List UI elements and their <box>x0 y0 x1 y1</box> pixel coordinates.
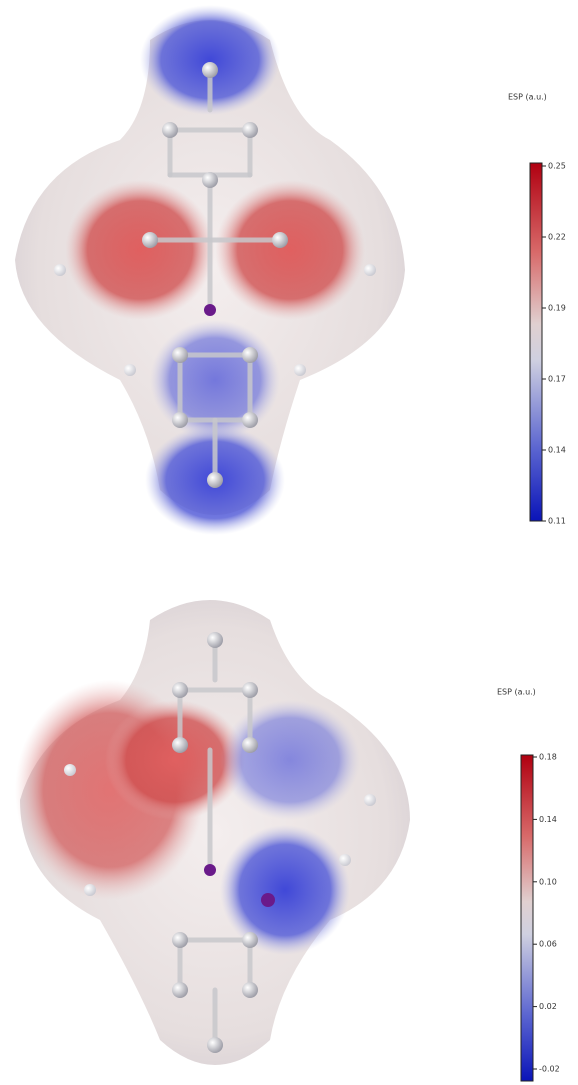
figure: ESP (a.u.) 0.25 0.22 0.19 0.17 0.14 0.11 ESP … <box>0 0 578 1085</box>
colorbar-scale <box>530 163 542 521</box>
colorbar-tick-label: 0.06 <box>539 940 557 949</box>
colorbar-tick-label: 0.14 <box>548 446 566 455</box>
molecule-top <box>15 5 405 535</box>
colorbar-tick-label: 0.17 <box>548 375 566 384</box>
colorbar-title: ESP (a.u.) <box>508 93 547 102</box>
colorbar-tick-label: 0.02 <box>539 1002 557 1011</box>
colorbar-title: ESP (a.u.) <box>497 688 536 697</box>
colorbar-tick-label: 0.14 <box>539 815 557 824</box>
colorbar-tick-label: 0.25 <box>548 162 566 171</box>
colorbar-tick-label: -0.02 <box>539 1065 560 1074</box>
colorbar: ESP (a.u.) 0.25 0.22 0.19 0.17 0.14 0.11 <box>508 93 566 526</box>
colorbar-tick-label: 0.10 <box>539 877 557 886</box>
colorbar-tick-label: 0.18 <box>539 753 557 762</box>
colorbar-scale <box>521 755 533 1081</box>
colorbar-tick-label: 0.22 <box>548 233 566 242</box>
colorbar-tick-label: 0.11 <box>548 517 566 526</box>
molecule-bottom <box>15 600 410 1065</box>
colorbar-tick-label: 0.19 <box>548 304 566 313</box>
colorbar: ESP (a.u.) 0.18 0.14 0.10 0.06 0.02 -0.02 <box>497 688 560 1082</box>
